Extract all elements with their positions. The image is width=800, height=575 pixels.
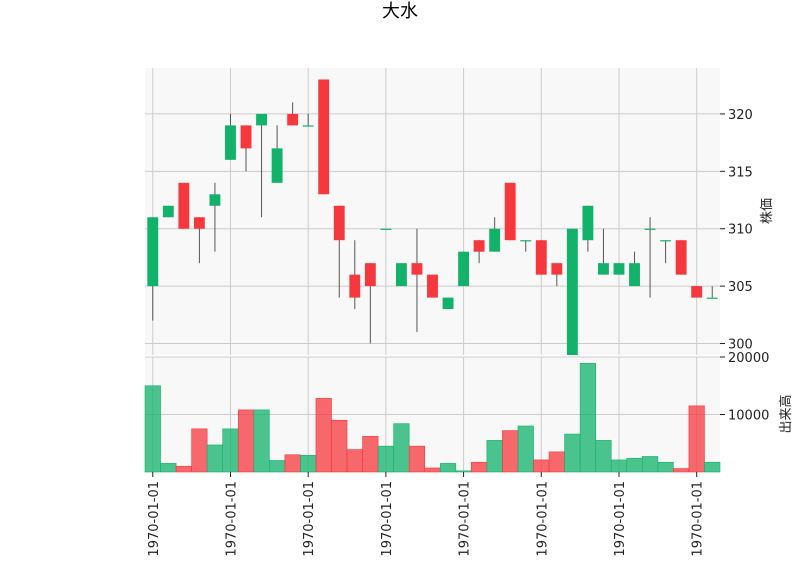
x-axis-ticks: 1970-01-01 1970-01-01 1970-01-01 1970-01-01… — [147, 472, 706, 557]
volume-bar — [657, 461, 674, 473]
candle-body — [162, 205, 174, 218]
candle-body — [582, 205, 594, 241]
volume-bar — [284, 454, 301, 473]
x-tick-label: 1970-01-01 — [380, 481, 395, 557]
volume-bar — [610, 459, 628, 473]
volume-bar — [222, 428, 239, 473]
candle-body — [193, 217, 205, 229]
x-tick-label: 1970-01-01 — [613, 481, 628, 557]
volume-bar — [424, 467, 441, 473]
volume-bar — [704, 461, 721, 473]
volume-bar — [673, 468, 690, 473]
candle-body — [225, 125, 236, 160]
volume-bar — [362, 436, 379, 473]
volume-bar — [564, 433, 581, 473]
volume-tick-label: 20000 — [728, 351, 769, 366]
volume-bar — [517, 425, 534, 473]
volume-bar — [486, 440, 503, 473]
volume-bar — [300, 455, 317, 473]
volume-bar — [688, 405, 705, 473]
candle-body — [147, 217, 159, 287]
volume-bar — [315, 398, 332, 473]
volume-bar — [237, 409, 255, 473]
x-tick-label: 1970-01-01 — [535, 481, 550, 557]
candle-body — [458, 251, 470, 287]
candle-body — [629, 263, 640, 287]
candle-body — [364, 263, 376, 287]
candle-body — [411, 263, 423, 275]
volume-bar — [502, 430, 519, 473]
candle-body — [660, 240, 672, 242]
x-tick-label: 1970-01-01 — [224, 481, 239, 557]
price-axis-label: 株価 — [760, 198, 775, 224]
volume-bar — [455, 470, 472, 473]
chart-title: 大水 — [382, 1, 418, 22]
volume-bar — [206, 444, 224, 473]
volume-bar — [579, 363, 596, 473]
candle-body — [706, 297, 718, 299]
candle-body — [613, 263, 625, 275]
price-panel-background — [145, 68, 720, 355]
volume-tick-label: 10000 — [728, 409, 769, 424]
candle-body — [395, 263, 407, 287]
x-tick-label: 1970-01-01 — [691, 481, 706, 557]
candle-body — [209, 194, 221, 206]
volume-bar — [533, 459, 550, 473]
candle-body — [644, 228, 656, 230]
candle-body — [473, 240, 485, 252]
volume-bar — [144, 385, 161, 473]
price-tick-label: 310 — [728, 223, 753, 238]
volume-axis-label: 出来高 — [778, 394, 794, 433]
volume-bar — [641, 456, 659, 473]
candle-body — [691, 286, 703, 298]
volume-bar — [471, 461, 488, 473]
candle-body — [551, 263, 563, 275]
candle-body — [256, 113, 267, 126]
candle-body — [178, 182, 190, 229]
price-tick-label: 315 — [728, 165, 753, 180]
candle-body — [271, 148, 283, 183]
volume-bar — [175, 465, 192, 473]
candle-body — [675, 240, 687, 275]
volume-bar — [548, 451, 565, 473]
candle-body — [504, 182, 516, 241]
candle-body — [380, 228, 392, 230]
volume-bar — [160, 463, 177, 473]
candle-body — [349, 274, 361, 298]
volume-bar — [393, 423, 410, 473]
candle-body — [520, 240, 532, 242]
volume-bar — [595, 440, 612, 473]
volume-bar — [626, 457, 643, 473]
price-tick-label: 300 — [728, 338, 753, 353]
candle-body — [442, 297, 454, 310]
candle-body — [598, 263, 609, 275]
volume-bar — [408, 445, 426, 473]
volume-bar — [439, 463, 457, 473]
x-tick-label: 1970-01-01 — [302, 481, 317, 557]
price-tick-label: 305 — [728, 280, 753, 295]
candle-body — [566, 228, 578, 355]
candle-body — [240, 125, 252, 149]
candle-body — [489, 228, 501, 252]
candle-body — [333, 205, 345, 241]
volume-bar — [269, 460, 286, 473]
x-tick-label: 1970-01-01 — [147, 481, 162, 557]
candle-body — [427, 274, 438, 298]
volume-bar — [346, 449, 363, 473]
candles — [147, 79, 718, 355]
candle-body — [535, 240, 547, 275]
volume-bars — [144, 363, 721, 473]
volume-bar — [377, 445, 394, 473]
candle-body — [302, 125, 314, 127]
candle-body — [287, 113, 299, 126]
volume-bar — [253, 409, 270, 473]
volume-bar — [331, 419, 348, 473]
price-tick-label: 320 — [728, 108, 753, 123]
y-axis-ticks: 300 305 310 315 320 10000 20000 — [720, 108, 769, 424]
x-tick-label: 1970-01-01 — [458, 481, 473, 557]
candle-body — [318, 79, 330, 195]
volume-bar — [191, 428, 208, 473]
